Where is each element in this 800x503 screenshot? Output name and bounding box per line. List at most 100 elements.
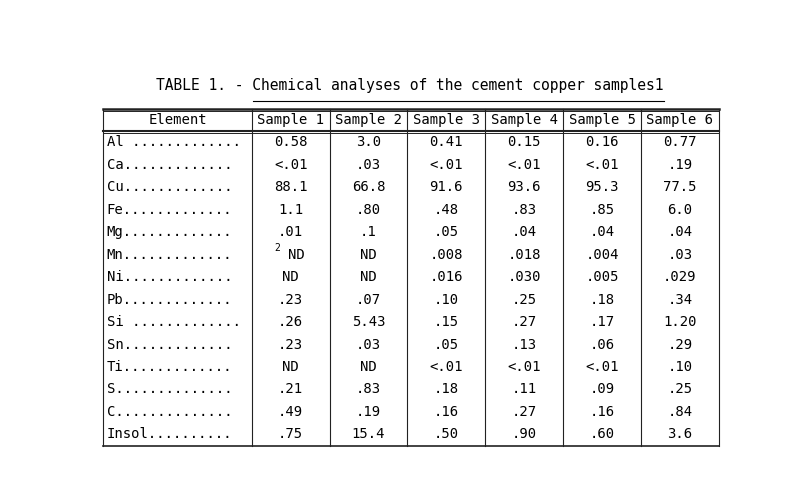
Text: 0.58: 0.58 [274,135,307,149]
Text: .48: .48 [434,203,459,216]
Text: Element: Element [148,113,206,127]
Text: Ca.............: Ca............. [107,157,233,172]
Text: .26: .26 [278,315,303,329]
Text: Sample 4: Sample 4 [490,113,558,127]
Text: Sample 6: Sample 6 [646,113,714,127]
Text: .21: .21 [278,382,303,396]
Text: .09: .09 [590,382,614,396]
Text: .04: .04 [590,225,614,239]
Text: .10: .10 [667,360,693,374]
Text: 3.0: 3.0 [356,135,381,149]
Text: .83: .83 [512,203,537,216]
Text: .19: .19 [667,157,693,172]
Text: Pb.............: Pb............. [107,293,233,306]
Text: <.01: <.01 [274,157,307,172]
Text: Sample 3: Sample 3 [413,113,480,127]
Text: ND: ND [360,247,377,262]
Text: .029: .029 [663,270,697,284]
Text: .23: .23 [278,338,303,352]
Text: .80: .80 [356,203,381,216]
Text: .01: .01 [278,225,303,239]
Text: .29: .29 [667,338,693,352]
Text: Sample 1: Sample 1 [258,113,324,127]
Text: 88.1: 88.1 [274,180,307,194]
Text: Cu.............: Cu............. [107,180,233,194]
Text: .18: .18 [590,293,614,306]
Text: 0.77: 0.77 [663,135,697,149]
Text: 6.0: 6.0 [667,203,693,216]
Text: Al .............: Al ............. [107,135,241,149]
Text: Sample 2: Sample 2 [335,113,402,127]
Text: 0.16: 0.16 [586,135,618,149]
Text: .19: .19 [356,405,381,419]
Text: Ti.............: Ti............. [107,360,233,374]
Text: Sample 5: Sample 5 [569,113,635,127]
Text: ND: ND [288,247,305,262]
Text: .018: .018 [507,247,541,262]
Text: .84: .84 [667,405,693,419]
Text: .13: .13 [512,338,537,352]
Text: .25: .25 [667,382,693,396]
Text: .27: .27 [512,315,537,329]
Text: Ni.............: Ni............. [107,270,233,284]
Text: 66.8: 66.8 [352,180,386,194]
Text: <.01: <.01 [586,157,618,172]
Text: Mn.............: Mn............. [107,247,233,262]
Text: <.01: <.01 [430,157,463,172]
Text: .11: .11 [512,382,537,396]
Text: .03: .03 [356,338,381,352]
Text: .16: .16 [434,405,459,419]
Text: .90: .90 [512,428,537,442]
Text: .17: .17 [590,315,614,329]
Text: 15.4: 15.4 [352,428,386,442]
Text: .50: .50 [434,428,459,442]
Text: Sn.............: Sn............. [107,338,233,352]
Text: 5.43: 5.43 [352,315,386,329]
Text: <.01: <.01 [507,157,541,172]
Text: .25: .25 [512,293,537,306]
Text: 91.6: 91.6 [430,180,463,194]
Text: .06: .06 [590,338,614,352]
Text: 93.6: 93.6 [507,180,541,194]
Text: .83: .83 [356,382,381,396]
Text: .008: .008 [430,247,463,262]
Text: .10: .10 [434,293,459,306]
Text: .07: .07 [356,293,381,306]
Text: .004: .004 [586,247,618,262]
Text: <.01: <.01 [430,360,463,374]
Text: .34: .34 [667,293,693,306]
Text: 1.20: 1.20 [663,315,697,329]
Text: 77.5: 77.5 [663,180,697,194]
Text: .005: .005 [586,270,618,284]
Text: 0.41: 0.41 [430,135,463,149]
Text: .18: .18 [434,382,459,396]
Text: .03: .03 [356,157,381,172]
Text: 2: 2 [274,243,280,253]
Text: .75: .75 [278,428,303,442]
Text: <.01: <.01 [586,360,618,374]
Text: ND: ND [282,270,299,284]
Text: Mg.............: Mg............. [107,225,233,239]
Text: .1: .1 [360,225,377,239]
Text: TABLE 1. - Chemical analyses of the cement copper samples1: TABLE 1. - Chemical analyses of the ceme… [156,78,664,93]
Text: 3.6: 3.6 [667,428,693,442]
Text: C..............: C.............. [107,405,233,419]
Text: .05: .05 [434,338,459,352]
Text: .030: .030 [507,270,541,284]
Text: ND: ND [360,270,377,284]
Text: 0.15: 0.15 [507,135,541,149]
Text: Fe.............: Fe............. [107,203,233,216]
Text: .03: .03 [667,247,693,262]
Text: Si .............: Si ............. [107,315,241,329]
Text: S..............: S.............. [107,382,233,396]
Text: .15: .15 [434,315,459,329]
Text: .04: .04 [512,225,537,239]
Text: .16: .16 [590,405,614,419]
Text: .04: .04 [667,225,693,239]
Text: .23: .23 [278,293,303,306]
Text: .016: .016 [430,270,463,284]
Text: Insol..........: Insol.......... [107,428,233,442]
Text: 95.3: 95.3 [586,180,618,194]
Text: .27: .27 [512,405,537,419]
Text: <.01: <.01 [507,360,541,374]
